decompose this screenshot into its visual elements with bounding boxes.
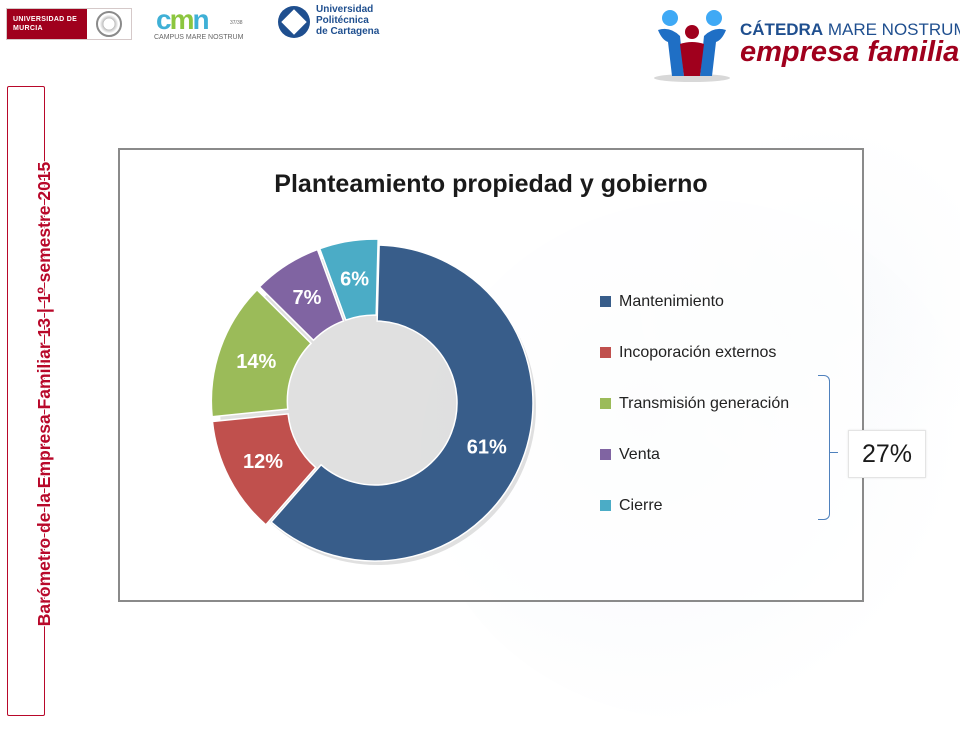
legend-swatch bbox=[600, 296, 611, 307]
chart-title: Planteamiento propiedad y gobierno bbox=[274, 170, 708, 198]
legend-swatch bbox=[600, 347, 611, 358]
seal-icon bbox=[87, 9, 131, 39]
data-label: 61% bbox=[467, 437, 507, 459]
donut-slice-incoporaci-n-externos bbox=[211, 413, 317, 526]
callout-connector bbox=[830, 452, 838, 453]
legend-label: Mantenimiento bbox=[619, 292, 724, 310]
data-label: 12% bbox=[243, 451, 283, 473]
legend-label: Cierre bbox=[619, 496, 663, 514]
donut-chart: 61% 12% 14% 7% 6% bbox=[210, 238, 536, 565]
legend-item: Mantenimiento bbox=[600, 276, 789, 327]
legend-item: Incoporación externos bbox=[600, 327, 789, 378]
legend-swatch bbox=[600, 500, 611, 511]
catedra-logo: CÁTEDRA MARE NOSTRUM empresa familiar bbox=[650, 4, 960, 104]
header: UNIVERSIDAD DE MURCIA cmn 37/38 CAMPUS M… bbox=[0, 0, 960, 110]
bracket bbox=[818, 375, 830, 520]
chart-legend: Mantenimiento Incoporación externos Transm… bbox=[600, 276, 789, 531]
donut-slice-transmisi-n-generaci-n bbox=[210, 288, 313, 418]
legend-label: Transmisión generación bbox=[619, 394, 790, 412]
side-title: Barómetro de la Empresa Familiar 13 | 1º… bbox=[34, 161, 54, 627]
side-title-frame bbox=[7, 86, 45, 716]
data-label: 14% bbox=[236, 351, 276, 373]
donut-slice-cierre bbox=[318, 238, 379, 322]
data-label: 7% bbox=[292, 287, 321, 309]
catedra-line1: CÁTEDRA MARE NOSTRUM bbox=[740, 20, 960, 39]
donut-slice-mantenimiento bbox=[270, 244, 534, 562]
donut-slice-venta bbox=[258, 248, 345, 342]
logo-um-text: UNIVERSIDAD DE MURCIA bbox=[7, 9, 87, 39]
universidad-murcia-logo: UNIVERSIDAD DE MURCIA bbox=[6, 8, 132, 40]
legend-swatch bbox=[600, 398, 611, 409]
upct-text: Universidad Politécnica de Cartagena bbox=[316, 4, 380, 37]
cmn-sub: 37/38 bbox=[230, 20, 243, 26]
family-figures-icon bbox=[654, 10, 730, 82]
catedra-line2: empresa familiar bbox=[740, 36, 960, 68]
legend-label: Venta bbox=[619, 445, 660, 463]
cmn-mark-icon: cmn bbox=[156, 4, 210, 35]
upct-emblem-icon bbox=[278, 6, 310, 38]
upct-logo: Universidad Politécnica de Cartagena bbox=[278, 4, 388, 44]
chart-frame: Planteamiento propiedad y gobierno 61% 12… bbox=[118, 148, 864, 602]
callout-value: 27% bbox=[848, 430, 926, 478]
campus-mare-nostrum-logo: cmn 37/38 CAMPUS MARE NOSTRUM bbox=[152, 4, 262, 44]
data-label: 6% bbox=[340, 269, 369, 291]
legend-swatch bbox=[600, 449, 611, 460]
legend-label: Incoporación externos bbox=[619, 343, 777, 361]
cmn-text: CAMPUS MARE NOSTRUM bbox=[154, 34, 244, 41]
legend-item: Transmisión generación bbox=[600, 378, 789, 429]
legend-item: Venta bbox=[600, 429, 789, 480]
legend-item: Cierre bbox=[600, 480, 789, 531]
